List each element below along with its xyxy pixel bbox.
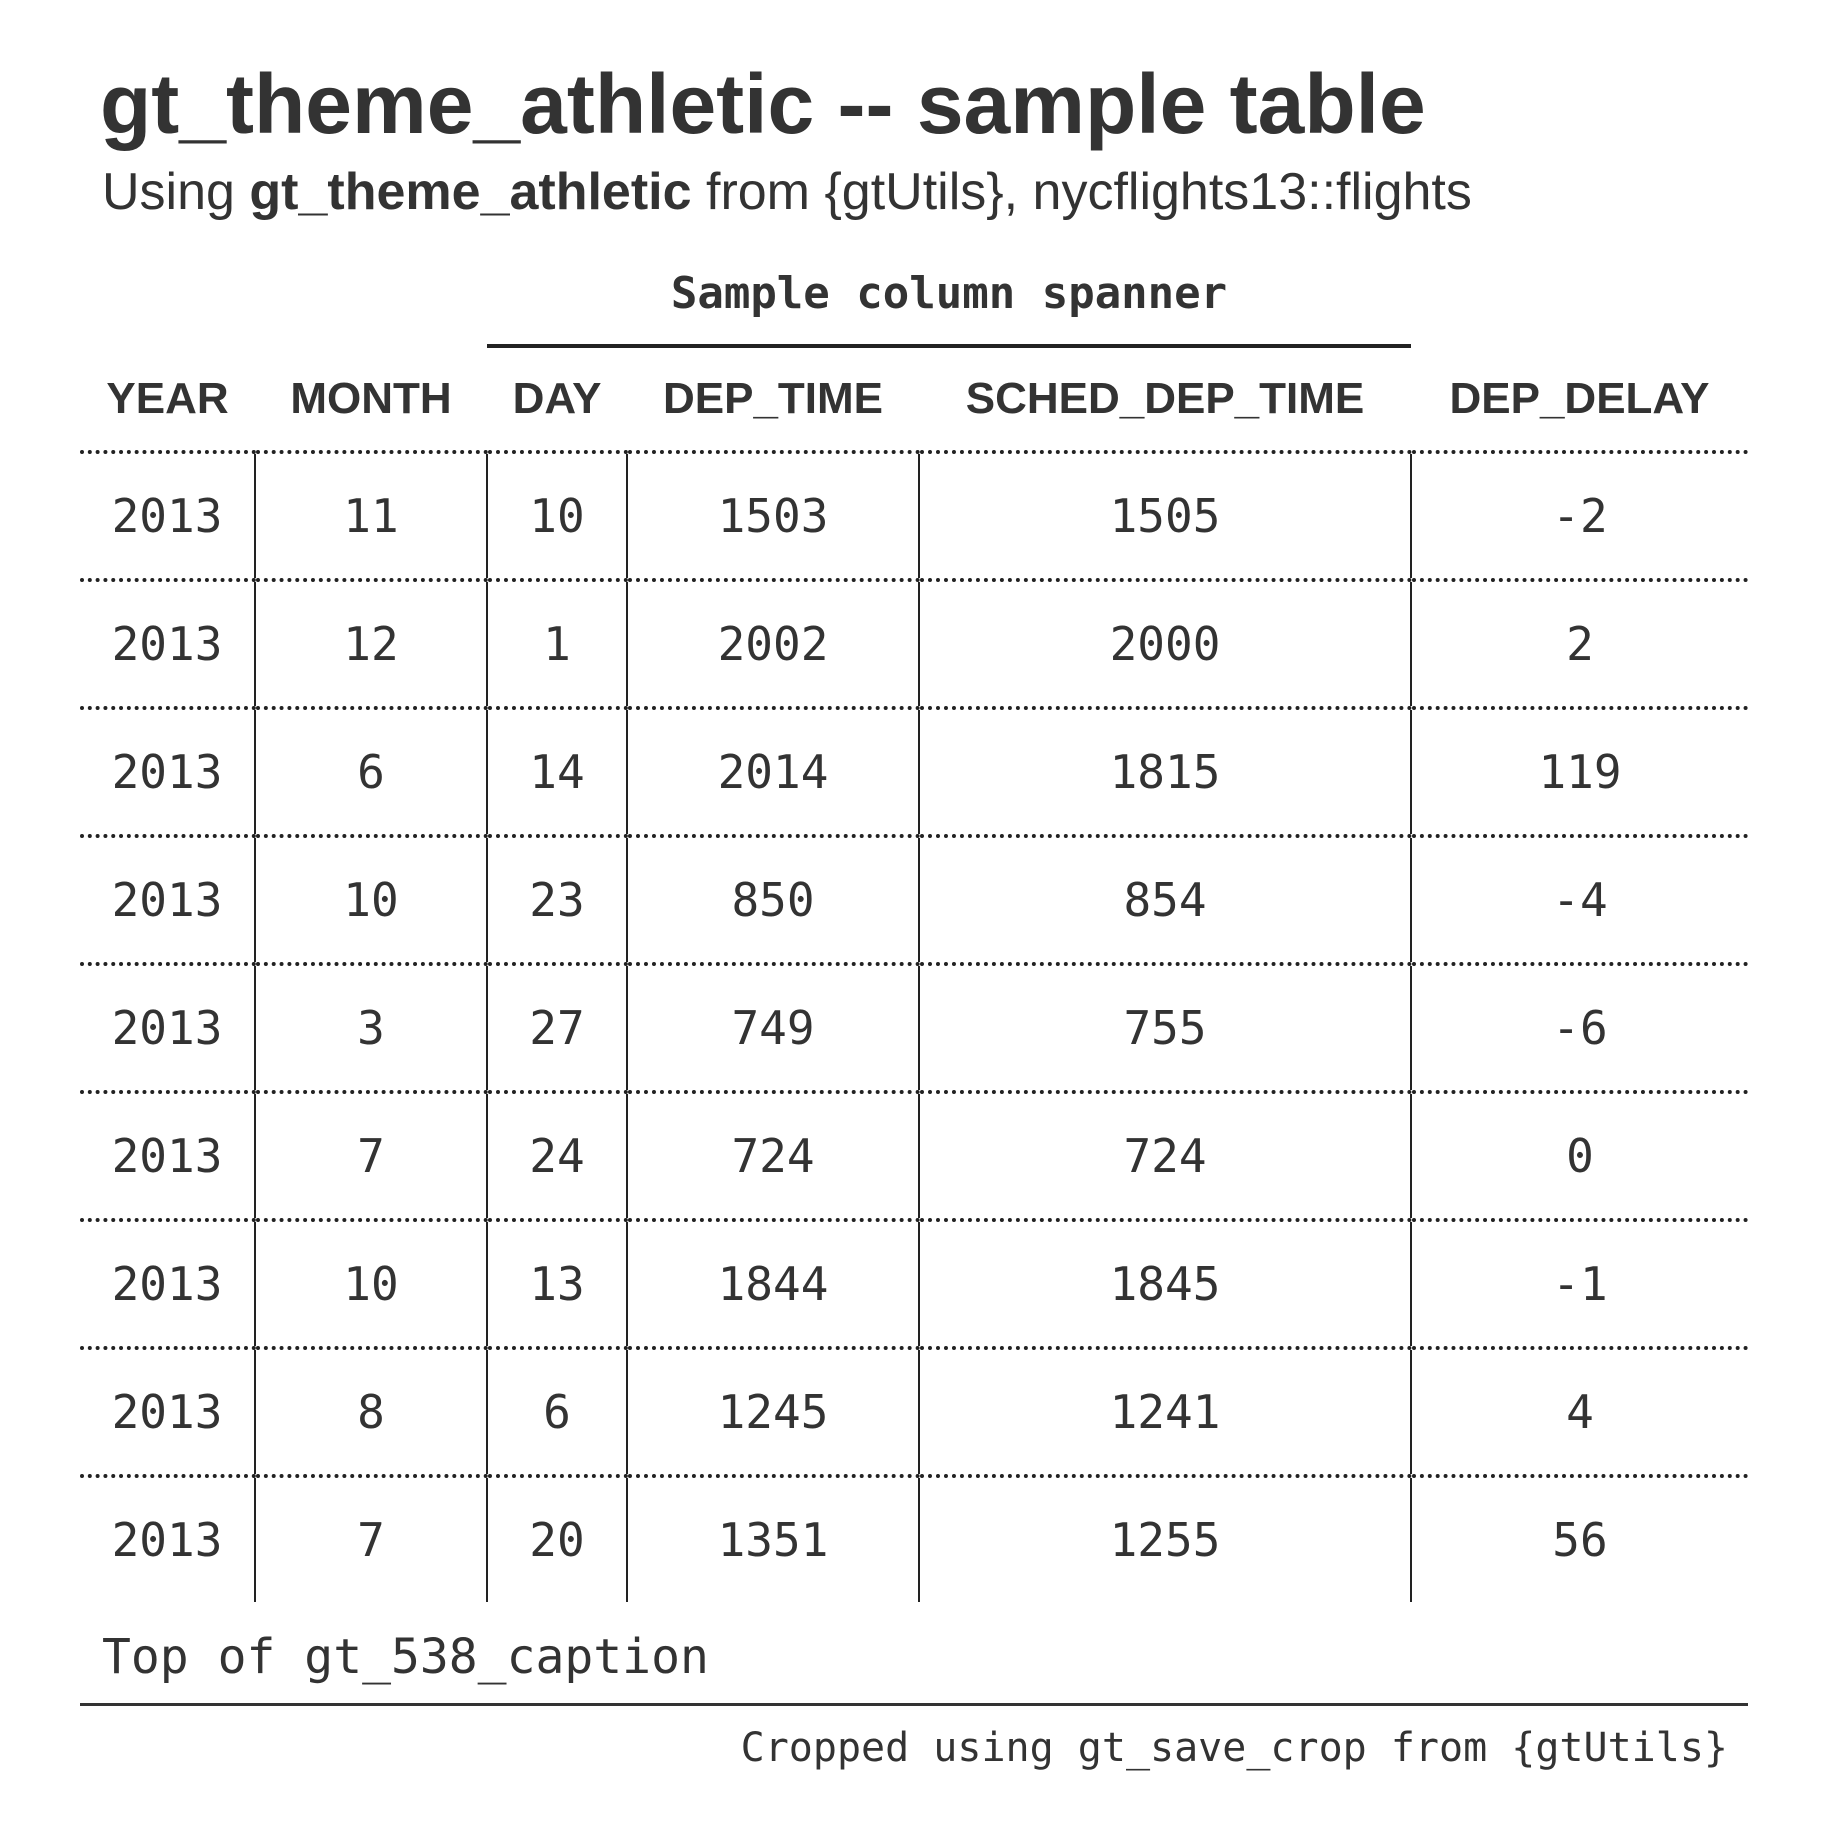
column-header-sched-dep-time: SCHED_DEP_TIME [919, 348, 1411, 454]
table-cell: 2014 [626, 708, 919, 838]
column-spanner-rule [487, 344, 1411, 348]
table-cell: 1505 [918, 452, 1411, 582]
table-cell: 1241 [918, 1348, 1411, 1478]
table-row: 2013 12 1 2002 2000 2 [80, 580, 1748, 710]
table-cell: 1245 [626, 1348, 919, 1478]
table-cell: 749 [626, 964, 919, 1094]
table-cell: 7 [254, 1476, 487, 1602]
table-cell: 2013 [111, 1513, 223, 1567]
table-cell: 755 [918, 964, 1411, 1094]
table-cell: 2013 [80, 1220, 255, 1350]
table-cell: 1845 [918, 1220, 1411, 1350]
column-header-year: YEAR [80, 348, 255, 454]
column-header-day: DAY [487, 348, 627, 454]
table-cell: 7 [254, 1092, 487, 1222]
table-cell: 14 [486, 708, 627, 838]
table-cell: 119 [1410, 708, 1748, 838]
table-subtitle: Using gt_theme_athletic from {gtUtils}, … [102, 166, 1472, 218]
table-cell: 2013 [80, 964, 255, 1094]
table-row: 2013 8 6 1245 1241 4 [80, 1348, 1748, 1478]
table-cell: 56 [1410, 1476, 1748, 1602]
table-row: 2013 10 13 1844 1845 -1 [80, 1220, 1748, 1350]
table-cell: 3 [254, 964, 487, 1094]
table-cell: 2013 [80, 708, 255, 838]
table-cell: 24 [486, 1092, 627, 1222]
table-cell: 2000 [918, 580, 1411, 710]
table-cell: 850 [626, 836, 919, 966]
column-header-row: YEAR MONTH DAY DEP_TIME SCHED_DEP_TIME D… [80, 348, 1748, 454]
table-cell: 11 [254, 452, 487, 582]
column-header-month: MONTH [255, 348, 487, 454]
table-cell: 10 [254, 836, 487, 966]
table-cell: 1844 [626, 1220, 919, 1350]
table-cell: 10 [254, 1220, 487, 1350]
table-cell: -1 [1410, 1220, 1748, 1350]
subtitle-prefix: Using [102, 163, 250, 221]
table-cell: 8 [254, 1348, 487, 1478]
table-cell: 13 [486, 1220, 627, 1350]
column-spanner-label: Sample column spanner [670, 268, 1228, 319]
table-row: 2013 7 24 724 724 0 [80, 1092, 1748, 1222]
table-cell: -4 [1410, 836, 1748, 966]
table-title: gt_theme_athletic -- sample table [100, 57, 1426, 151]
table-cell: 27 [486, 964, 627, 1094]
subtitle-suffix: from {gtUtils}, nycflights13::flights [691, 163, 1472, 221]
table-cell: 724 [626, 1092, 919, 1222]
table-cell: 2013 [80, 452, 255, 582]
table-cell: 12 [254, 580, 487, 710]
table-cell: 2013 [80, 580, 255, 710]
table-cell: 1351 [626, 1476, 919, 1602]
table-row: 2013 11 10 1503 1505 -2 [80, 452, 1748, 582]
table-cell: 2013 [80, 1348, 255, 1478]
table-row: 2013 3 27 749 755 -6 [80, 964, 1748, 1094]
table-cell: 2013 [80, 1092, 255, 1222]
spanner-gap-left [80, 248, 487, 348]
source-note: Cropped using gt_save_crop from {gtUtils… [740, 1725, 1728, 1771]
table-row: 2013 7 20 1351 1255 56 [80, 1476, 1748, 1602]
table-cell: 6 [486, 1348, 627, 1478]
table-cell: 1503 [626, 452, 919, 582]
spanner-gap-right [1411, 248, 1748, 348]
table-cell: 2013 [80, 836, 255, 966]
table-cell: 724 [918, 1092, 1411, 1222]
table-caption: Top of gt_538_caption [102, 1629, 709, 1685]
table-cell: 0 [1410, 1092, 1748, 1222]
table-cell: 1255 [918, 1476, 1411, 1602]
table-cell: 10 [486, 452, 627, 582]
table-row: 2013 10 23 850 854 -4 [80, 836, 1748, 966]
table-cell: 2002 [626, 580, 919, 710]
subtitle-theme-name: gt_theme_athletic [249, 163, 692, 221]
table-row: 2013 6 14 2014 1815 119 [80, 708, 1748, 838]
column-header-dep-time: DEP_TIME [627, 348, 919, 454]
caption-divider [80, 1703, 1748, 1706]
flights-table: Sample column spanner YEAR MONTH DAY DEP… [80, 248, 1748, 1602]
table-cell: 1 [486, 580, 627, 710]
table-cell: 854 [918, 836, 1411, 966]
table-cell: 4 [1410, 1348, 1748, 1478]
column-header-dep-delay: DEP_DELAY [1411, 348, 1748, 454]
table-cell: 2 [1410, 580, 1748, 710]
table-cell: 6 [254, 708, 487, 838]
table-cell: -2 [1410, 452, 1748, 582]
table-cell: 1815 [918, 708, 1411, 838]
table-cell: -6 [1410, 964, 1748, 1094]
table-body: 2013 11 10 1503 1505 -2 2013 12 1 2002 2000 2 2013 6 1… [80, 452, 1748, 1602]
column-spanner: Sample column spanner [487, 248, 1411, 348]
table-cell: 20 [486, 1476, 627, 1602]
table-cell: 23 [486, 836, 627, 966]
spanner-row: Sample column spanner [80, 248, 1748, 348]
